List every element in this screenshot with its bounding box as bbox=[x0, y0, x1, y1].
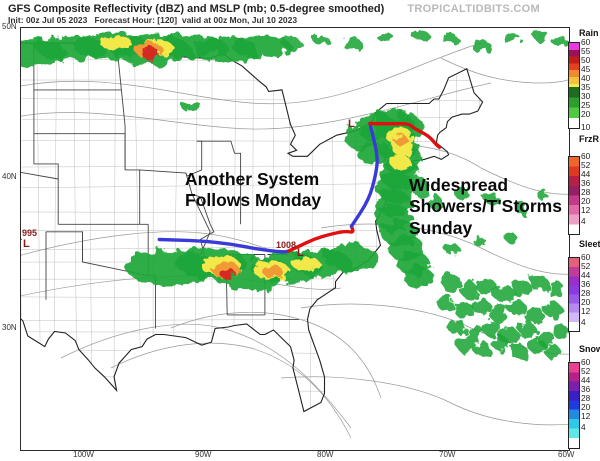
svg-text:L: L bbox=[297, 247, 304, 259]
svg-text:995: 995 bbox=[22, 228, 37, 238]
svg-text:L: L bbox=[348, 118, 355, 130]
svg-text:L: L bbox=[23, 238, 30, 250]
svg-text:1008: 1008 bbox=[276, 240, 296, 250]
